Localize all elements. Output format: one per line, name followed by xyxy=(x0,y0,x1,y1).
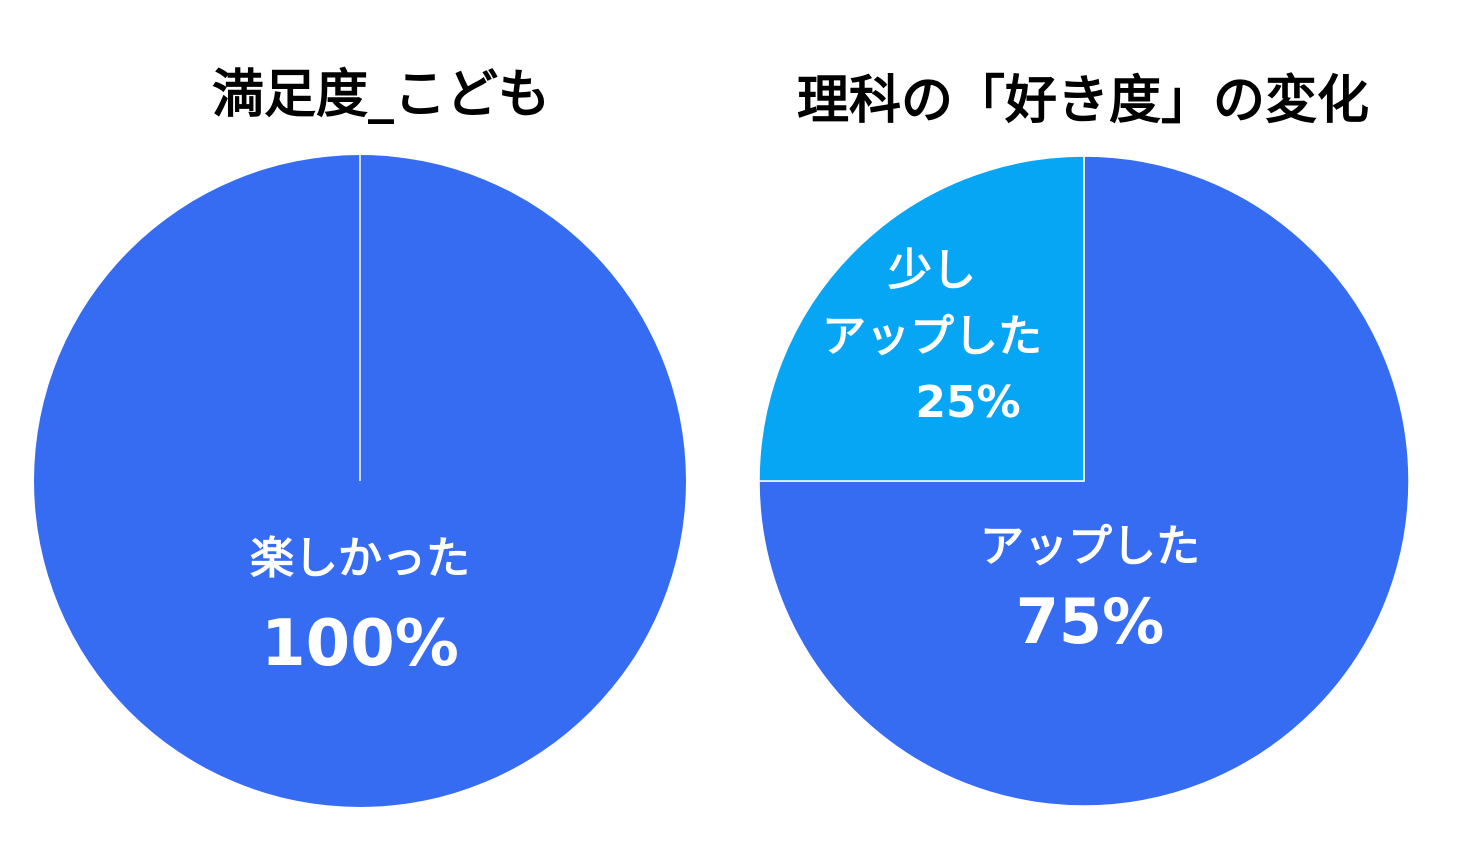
chart-title: 満足度_こども xyxy=(212,65,550,125)
slice-label: アップした xyxy=(980,521,1200,572)
slice-label: 楽しかった xyxy=(250,533,470,584)
slice-value-label: 25% xyxy=(915,377,1020,428)
slice-value-label: 75% xyxy=(1016,585,1164,658)
chart-title: 理科の「好き度」の変化 xyxy=(797,71,1369,131)
pie-slice xyxy=(758,155,1085,482)
slice-label: 少し xyxy=(888,245,976,296)
slice-value-label: 100% xyxy=(261,607,459,681)
pie-chart-satisfaction: 満足度_こども 楽しかった 100% xyxy=(34,65,686,807)
slice-label: アップした xyxy=(822,311,1042,362)
